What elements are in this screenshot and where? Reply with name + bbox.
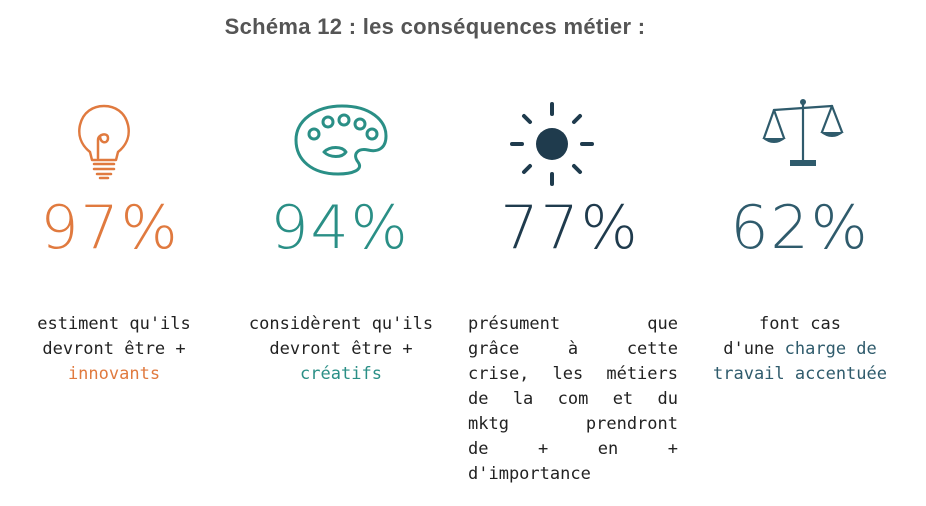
caption-innovants: estiment qu'ils devront être + innovants <box>14 312 214 387</box>
stat-value-creatifs: 94% <box>270 193 410 263</box>
caption-creatifs: considèrent qu'ils devront être + créati… <box>228 312 454 387</box>
stat-value-charge-travail: 62% <box>730 193 870 263</box>
caption-highlight: travail accentuée <box>713 364 887 384</box>
caption-line: de la com et du <box>468 389 678 409</box>
caption-line: devront être + <box>269 339 413 359</box>
caption-line: de + en + <box>468 439 678 459</box>
stat-value-importance: 77% <box>500 193 640 263</box>
caption-highlight: charge de <box>784 339 877 359</box>
caption-line: d'importance <box>468 464 591 484</box>
caption-line: mktg prendront <box>468 414 678 434</box>
caption-prefix: d'une <box>723 339 775 359</box>
caption-line: estiment qu'ils <box>37 314 191 334</box>
caption-charge-travail: font cas d'une charge de travail accentu… <box>694 312 906 387</box>
caption-importance: présument que grâce à cette crise, les m… <box>468 312 678 487</box>
caption-highlight: créatifs <box>300 364 382 384</box>
sun-icon <box>510 102 594 186</box>
caption-line-mixed: d'une charge de <box>694 337 906 362</box>
caption-line: grâce à cette <box>468 339 678 359</box>
caption-line: crise, les métiers <box>468 364 678 384</box>
stat-value-innovants: 97% <box>40 193 180 263</box>
chart-title: Schéma 12 : les conséquences métier : <box>224 14 646 39</box>
caption-line: considèrent qu'ils <box>248 314 434 334</box>
caption-line: présument que <box>468 314 678 334</box>
palette-icon <box>294 104 388 176</box>
lightbulb-icon <box>78 104 130 180</box>
caption-highlight: innovants <box>67 364 161 384</box>
scales-icon <box>762 99 844 166</box>
caption-line: devront être + <box>42 339 186 359</box>
caption-line: font cas <box>759 314 841 334</box>
